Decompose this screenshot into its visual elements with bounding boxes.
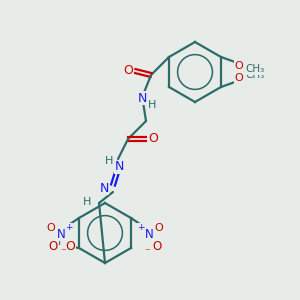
- Text: O: O: [235, 73, 243, 83]
- Text: O: O: [154, 223, 164, 233]
- Text: O: O: [152, 239, 162, 253]
- Text: CH₃: CH₃: [245, 64, 265, 74]
- Text: O: O: [65, 239, 75, 253]
- Text: N: N: [114, 160, 124, 173]
- Text: O: O: [148, 133, 158, 146]
- Text: N: N: [57, 227, 65, 241]
- Text: O: O: [123, 64, 133, 76]
- Text: H: H: [148, 100, 156, 110]
- Text: N: N: [137, 92, 147, 104]
- Text: ⁻: ⁻: [60, 247, 66, 257]
- Text: N: N: [145, 227, 153, 241]
- Text: N: N: [99, 182, 109, 194]
- Text: O: O: [46, 223, 56, 233]
- Text: O: O: [235, 61, 243, 71]
- Text: H: H: [58, 237, 66, 247]
- Text: +: +: [65, 224, 73, 232]
- Text: H: H: [83, 197, 91, 207]
- Text: H: H: [105, 156, 113, 166]
- Text: O: O: [48, 239, 58, 253]
- Text: CH₃: CH₃: [245, 70, 265, 80]
- Text: +: +: [137, 224, 145, 232]
- Text: ⁻: ⁻: [144, 247, 150, 257]
